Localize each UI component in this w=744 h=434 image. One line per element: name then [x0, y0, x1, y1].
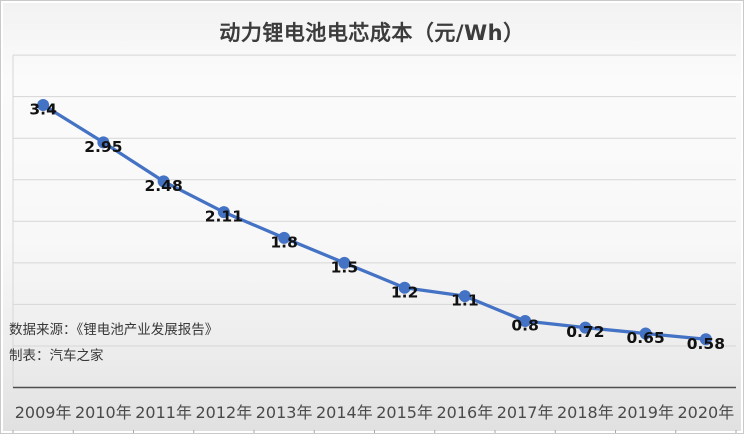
data-point-marker — [37, 98, 50, 111]
data-point-label: 2.95 — [84, 138, 122, 156]
data-point-label: 1.5 — [331, 258, 358, 276]
x-axis-label: 2011年 — [135, 403, 192, 422]
credit-note: 制表：汽车之家 — [9, 348, 104, 364]
series-line — [41, 103, 708, 341]
data-point-marker — [157, 175, 170, 188]
x-axis-label: 2018年 — [557, 403, 614, 422]
x-axis-label: 2012年 — [196, 403, 253, 422]
data-point-marker — [278, 231, 291, 244]
data-point-label: 0.72 — [566, 323, 604, 341]
chart-title: 动力锂电池电芯成本（元/Wh） — [219, 21, 525, 45]
data-point-label: 2.11 — [205, 208, 243, 226]
x-axis-label: 2017年 — [497, 403, 554, 422]
x-axis-label: 2014年 — [316, 403, 373, 422]
data-point-label: 0.8 — [511, 317, 538, 335]
data-point-label: 1.1 — [451, 292, 478, 310]
x-axis-label: 2009年 — [15, 403, 72, 422]
x-axis-label: 2013年 — [256, 403, 313, 422]
data-point-label: 1.8 — [270, 233, 297, 251]
data-point-marker — [519, 315, 532, 328]
data-point-marker — [398, 281, 411, 294]
x-axis-label: 2019年 — [617, 403, 674, 422]
x-axis-label: 2015年 — [376, 403, 433, 422]
x-axis-label: 2016年 — [437, 403, 494, 422]
data-point-marker — [338, 256, 351, 269]
data-point-marker — [458, 290, 471, 303]
data-point-marker — [639, 327, 652, 340]
x-axis-label: 2010年 — [75, 403, 132, 422]
data-point-label: 0.65 — [627, 329, 665, 347]
data-point-marker — [579, 321, 592, 334]
data-point-label: 2.48 — [145, 177, 183, 195]
data-source-note: 数据来源：《锂电池产业发展报告》 — [9, 322, 219, 338]
data-point-marker — [699, 333, 712, 346]
data-point-marker — [97, 136, 110, 149]
data-point-label: 3.4 — [29, 100, 57, 118]
data-point-label: 1.2 — [391, 283, 418, 301]
data-point-marker — [217, 206, 230, 219]
data-point-label: 0.58 — [687, 335, 725, 353]
x-axis-label: 2020年 — [678, 403, 735, 422]
